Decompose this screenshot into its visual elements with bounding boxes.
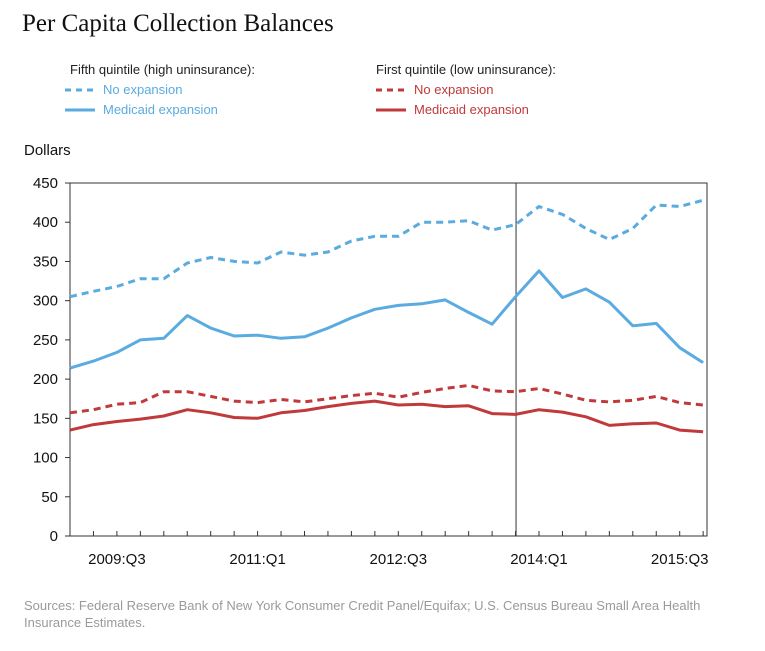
x-tick-label: 2009:Q3 bbox=[88, 551, 146, 568]
series-lines bbox=[69, 198, 704, 434]
legend-label-fifth-no-expansion: No expansion bbox=[103, 82, 183, 97]
y-tick-label: 50 bbox=[41, 489, 58, 506]
line-chart: 0 50 100 150 200 250 300 350 400 450 2009:Q3 2011:… bbox=[33, 175, 709, 568]
series-line-2 bbox=[69, 383, 704, 415]
x-tick-label: 2012:Q3 bbox=[370, 551, 428, 568]
plot-frame bbox=[69, 182, 708, 537]
legend-label-first-no-expansion: No expansion bbox=[414, 82, 494, 97]
series-line-0 bbox=[69, 198, 704, 299]
legend-label-first-medicaid-expansion: Medicaid expansion bbox=[414, 102, 529, 117]
y-tick-label: 0 bbox=[50, 528, 58, 545]
x-axis: 2009:Q3 2011:Q1 2012:Q3 2014:Q1 2015:Q3 bbox=[88, 531, 708, 568]
series-line-1 bbox=[69, 269, 704, 370]
legend-swatches-fifth bbox=[65, 88, 95, 112]
y-tick-label: 200 bbox=[33, 371, 58, 388]
y-tick-label: 150 bbox=[33, 410, 58, 427]
series-line-3 bbox=[69, 399, 704, 434]
y-tick-label: 450 bbox=[33, 175, 58, 192]
y-tick-label: 350 bbox=[33, 253, 58, 270]
y-tick-label: 100 bbox=[33, 450, 58, 467]
x-tick-label: 2015:Q3 bbox=[651, 551, 709, 568]
y-tick-label: 400 bbox=[33, 214, 58, 231]
source-note: Sources: Federal Reserve Bank of New Yor… bbox=[24, 598, 701, 630]
x-tick-label: 2011:Q1 bbox=[229, 551, 285, 568]
legend-group-header-first: First quintile (low uninsurance): bbox=[376, 62, 556, 77]
legend-group-header-fifth: Fifth quintile (high uninsurance): bbox=[70, 62, 255, 77]
y-axis: 0 50 100 150 200 250 300 350 400 450 bbox=[33, 175, 70, 545]
y-tick-label: 300 bbox=[33, 293, 58, 310]
chart-title: Per Capita Collection Balances bbox=[22, 10, 334, 37]
y-axis-label: Dollars bbox=[24, 142, 71, 159]
legend-label-fifth-medicaid-expansion: Medicaid expansion bbox=[103, 102, 218, 117]
legend-swatches-first bbox=[376, 88, 406, 112]
y-tick-label: 250 bbox=[33, 332, 58, 349]
x-tick-label: 2014:Q1 bbox=[510, 551, 568, 568]
